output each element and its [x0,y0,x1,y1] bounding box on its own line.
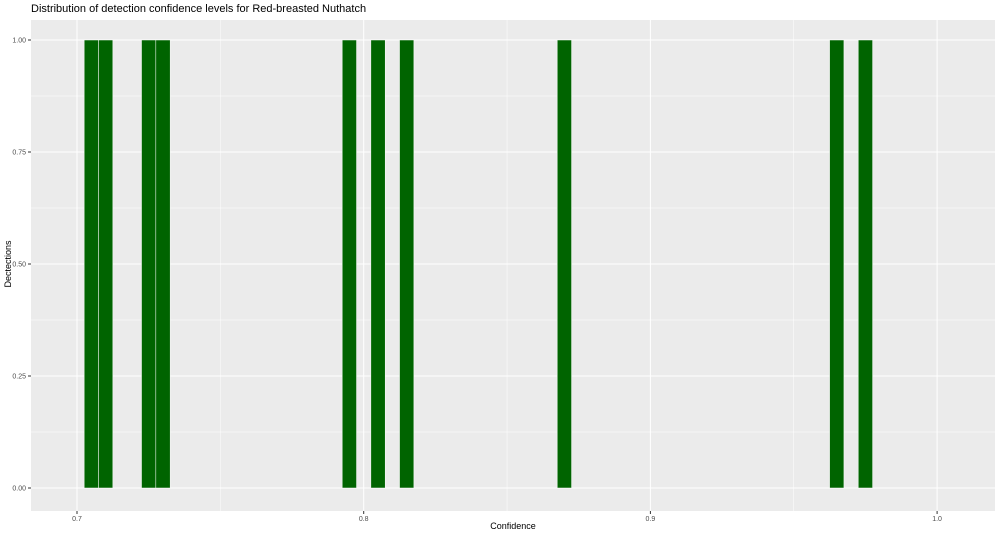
x-tick-label: 0.8 [359,516,369,523]
x-tick-label: 1.0 [932,516,942,523]
y-tick-label: 0.50 [12,262,26,269]
x-axis-label: Confidence [490,521,536,531]
histogram-bar [370,39,386,489]
histogram-bar [556,39,572,489]
histogram-bar [341,39,357,489]
histogram-bar [858,39,873,489]
y-tick-label: 0.00 [12,486,26,493]
histogram-bar [98,39,114,489]
x-tick-label: 0.9 [646,516,656,523]
bars [83,39,873,489]
histogram-bar [141,39,157,489]
histogram-bar [155,39,171,489]
axes: 0.7 0.8 0.9 1.0 0.00 0.25 0.50 0.75 1.00 [12,38,942,524]
plot-panel [31,20,995,511]
y-axis-label: Dectections [3,240,13,288]
x-tick-label: 0.7 [72,516,82,523]
y-tick-label: 1.00 [12,38,26,45]
histogram-bar [399,39,415,489]
y-tick-label: 0.25 [12,374,26,381]
chart-title: Distribution of detection confidence lev… [31,3,366,15]
histogram-bar [829,39,845,489]
y-tick-label: 0.75 [12,150,26,157]
histogram-bar [83,39,99,489]
